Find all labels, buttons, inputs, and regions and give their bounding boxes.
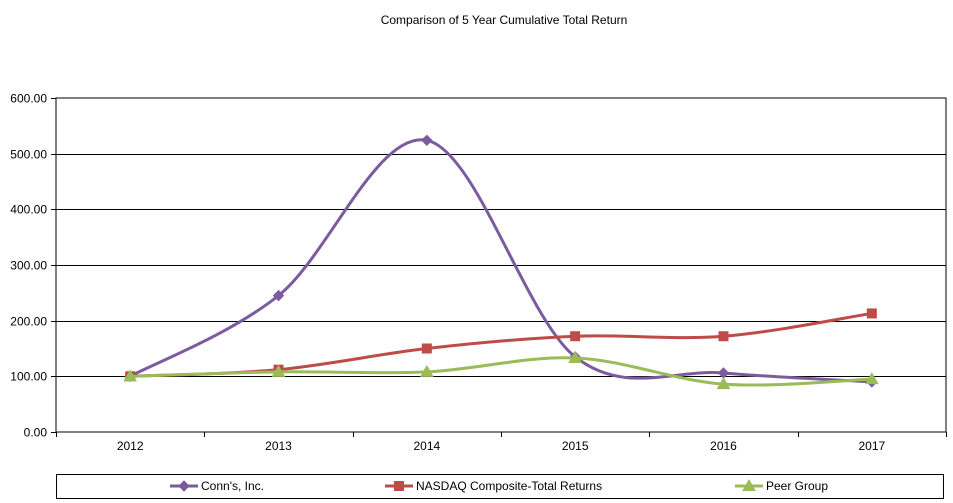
x-tick-label: 2016: [710, 439, 737, 453]
x-tick-label: 2015: [562, 439, 589, 453]
data-point-2-2: [419, 364, 434, 377]
legend-marker-0: [178, 480, 190, 492]
data-point-0-1: [272, 289, 285, 302]
series-line-2: [130, 356, 872, 387]
data-point-2-1: [271, 364, 286, 377]
data-point-2-4: [716, 377, 731, 390]
data-point-1-5: [866, 308, 877, 319]
x-tick-label: 2014: [413, 439, 440, 453]
y-tick-label: 300.00: [10, 259, 47, 273]
legend-label-2: Peer Group: [766, 479, 828, 493]
data-point-1-3: [570, 331, 581, 342]
x-tick-label: 2013: [265, 439, 292, 453]
data-point-1-4: [718, 331, 729, 342]
data-point-2-0: [123, 369, 138, 382]
legend-marker-1: [394, 481, 404, 491]
x-tick-label: 2017: [858, 439, 885, 453]
y-tick-label: 0.00: [24, 426, 48, 440]
data-point-1-2: [421, 343, 432, 354]
y-tick-label: 500.00: [10, 148, 47, 162]
y-tick-label: 200.00: [10, 315, 47, 329]
y-tick-label: 100.00: [10, 370, 47, 384]
data-point-0-2: [421, 134, 433, 147]
y-tick-label: 400.00: [10, 203, 47, 217]
data-point-2-3: [568, 350, 583, 363]
legend-label-1: NASDAQ Composite-Total Returns: [416, 479, 602, 493]
x-tick-label: 2012: [117, 439, 144, 453]
data-point-2-5: [864, 372, 879, 385]
chart-title: Comparison of 5 Year Cumulative Total Re…: [381, 13, 628, 27]
legend-marker-2: [742, 478, 756, 491]
legend-label-0: Conn's, Inc.: [201, 479, 264, 493]
legend-box: [56, 474, 944, 499]
y-tick-label: 600.00: [10, 92, 47, 106]
